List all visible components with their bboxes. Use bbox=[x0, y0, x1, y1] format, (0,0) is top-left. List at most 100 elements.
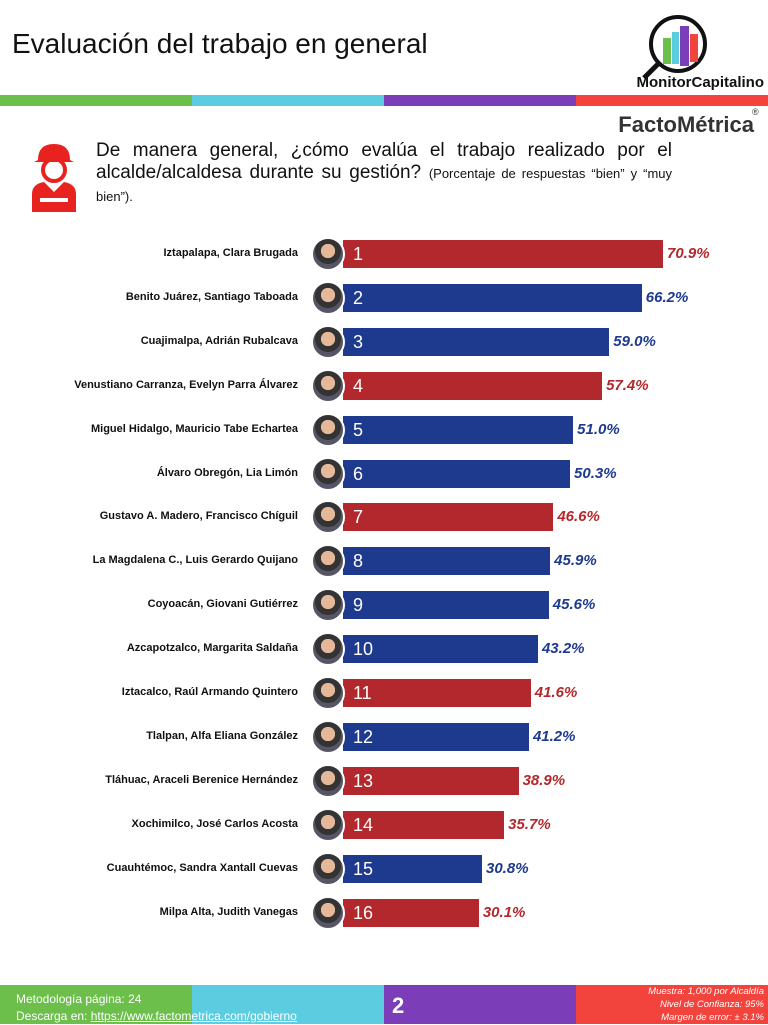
value-label: 66.2% bbox=[645, 288, 689, 306]
portrait-photo bbox=[311, 544, 345, 579]
value-label: 45.6% bbox=[552, 596, 596, 614]
bar bbox=[343, 898, 479, 927]
page-title: Evaluación del trabajo en general bbox=[12, 28, 428, 59]
question-text: De manera general, ¿cómo evalúa el traba… bbox=[96, 140, 672, 208]
rank-label: 10 bbox=[353, 639, 374, 660]
portrait-photo bbox=[311, 237, 345, 271]
portrait-photo bbox=[311, 324, 345, 359]
chart-row: Milpa Alta, Judith Vanegas 16 30.1% bbox=[0, 895, 768, 930]
registered-mark: ® bbox=[752, 107, 759, 117]
rank-label: 2 bbox=[353, 287, 364, 308]
bar bbox=[343, 459, 571, 488]
bar bbox=[343, 415, 574, 444]
chart-row: Xochimilco, José Carlos Acosta 14 35.7% bbox=[0, 807, 768, 842]
rank-label: 14 bbox=[353, 814, 374, 835]
value-label: 35.7% bbox=[508, 815, 551, 833]
footer-info: Metodología página: 24 Descarga en: http… bbox=[16, 991, 376, 1025]
portrait-photo bbox=[311, 500, 345, 535]
rank-label: 3 bbox=[353, 331, 364, 352]
value-label: 41.2% bbox=[532, 727, 576, 745]
bar bbox=[343, 591, 549, 620]
chart-row: La Magdalena C., Luis Gerardo Quijano 8 … bbox=[0, 544, 768, 579]
value-label: 50.3% bbox=[574, 464, 617, 482]
rank-label: 8 bbox=[353, 551, 364, 572]
chart-row: Cuajimalpa, Adrián Rubalcava 3 59.0% bbox=[0, 324, 768, 359]
portrait-photo bbox=[311, 456, 345, 491]
category-label: Xochimilco, José Carlos Acosta bbox=[131, 817, 298, 830]
chart-row: Cuauhtémoc, Sandra Xantall Cuevas 15 30.… bbox=[0, 851, 768, 886]
portrait-photo bbox=[311, 280, 345, 315]
category-label: Miguel Hidalgo, Mauricio Tabe Echartea bbox=[90, 422, 298, 435]
chart-row: Tlalpan, Alfa Eliana González 12 41.2% bbox=[0, 719, 768, 754]
portrait-photo bbox=[311, 368, 345, 403]
portrait-photo bbox=[311, 632, 345, 667]
footer: Metodología página: 24 Descarga en: http… bbox=[0, 985, 768, 1024]
rank-label: 16 bbox=[353, 902, 374, 923]
category-label: Álvaro Obregón, Lia Limón bbox=[156, 466, 298, 479]
rank-label: 12 bbox=[353, 726, 374, 747]
chart-row: Venustiano Carranza, Evelyn Parra Álvare… bbox=[0, 368, 768, 403]
bar bbox=[343, 766, 519, 795]
bar bbox=[343, 635, 538, 664]
bar bbox=[343, 679, 531, 707]
portrait-photo bbox=[311, 676, 345, 710]
bar bbox=[343, 371, 603, 400]
portrait-photo bbox=[311, 895, 345, 930]
rank-label: 15 bbox=[353, 858, 374, 879]
value-label: 51.0% bbox=[577, 420, 620, 438]
category-label: Iztacalco, Raúl Armando Quintero bbox=[121, 686, 298, 698]
value-label: 30.1% bbox=[482, 903, 526, 921]
category-label: Tlalpan, Alfa Eliana González bbox=[146, 729, 298, 742]
chart-row: Gustavo A. Madero, Francisco Chíguil 7 4… bbox=[0, 500, 768, 535]
color-stripe bbox=[0, 95, 768, 106]
download-link[interactable]: https://www.factometrica.com/gobierno bbox=[90, 1009, 297, 1023]
rank-label: 9 bbox=[353, 595, 364, 616]
category-label: Coyoacán, Giovani Gutiérrez bbox=[147, 598, 298, 611]
chart-row: Miguel Hidalgo, Mauricio Tabe Echartea 5… bbox=[0, 412, 768, 447]
page-number: 2 bbox=[392, 993, 405, 1018]
survey-info: Muestra: 1,000 por Alcaldía Nivel de Con… bbox=[580, 985, 764, 1024]
download-label: Descarga en: bbox=[16, 1009, 91, 1023]
value-label: 57.4% bbox=[606, 376, 649, 394]
value-label: 43.2% bbox=[541, 640, 585, 658]
chart-row: Coyoacán, Giovani Gutiérrez 9 45.6% bbox=[0, 588, 768, 623]
question-note: (Porcentaje de respuestas “bien” y “muy … bbox=[96, 166, 673, 204]
bar bbox=[343, 854, 482, 883]
portrait-photo bbox=[311, 807, 345, 842]
category-label: Venustiano Carranza, Evelyn Parra Álvare… bbox=[74, 378, 298, 391]
category-label: Benito Juárez, Santiago Taboada bbox=[125, 290, 298, 303]
bar bbox=[343, 283, 642, 312]
monitor-capitalino-brand: MonitorCapitalino bbox=[636, 74, 765, 91]
value-label: 30.8% bbox=[486, 859, 529, 877]
confidence-text: Nivel de Confianza: 95% bbox=[659, 999, 764, 1010]
bar bbox=[343, 722, 529, 751]
bar bbox=[343, 240, 663, 268]
value-label: 46.6% bbox=[557, 508, 600, 526]
rank-label: 6 bbox=[353, 463, 364, 484]
monitor-capitalino-logo bbox=[642, 15, 707, 80]
value-label: 38.9% bbox=[522, 771, 566, 789]
chart-row: Tláhuac, Araceli Berenice Hernández 13 3… bbox=[0, 763, 768, 798]
category-label: Milpa Alta, Judith Vanegas bbox=[159, 905, 298, 918]
rank-label: 4 bbox=[353, 375, 364, 396]
bar bbox=[343, 327, 610, 356]
chart-row: Azcapotzalco, Margarita Saldaña 10 43.2% bbox=[0, 632, 768, 667]
value-label: 45.9% bbox=[554, 552, 597, 570]
methodology-text: Metodología página: 24 bbox=[16, 992, 142, 1006]
chart-row: Iztacalco, Raúl Armando Quintero 11 41.6… bbox=[0, 676, 768, 710]
portrait-photo bbox=[311, 719, 345, 754]
bar bbox=[343, 810, 505, 839]
chart-row: Iztapalapa, Clara Brugada 1 70.9% bbox=[0, 237, 768, 271]
category-label: Azcapotzalco, Margarita Saldaña bbox=[126, 642, 298, 655]
portrait-photo bbox=[311, 763, 345, 798]
error-text: Margen de error: ± 3.1% bbox=[661, 1012, 764, 1023]
category-label: Gustavo A. Madero, Francisco Chíguil bbox=[99, 510, 298, 523]
rank-label: 5 bbox=[353, 419, 364, 440]
bar bbox=[343, 547, 551, 576]
worker-icon bbox=[32, 144, 76, 212]
question-main: De manera general, ¿cómo evalúa el traba… bbox=[96, 140, 672, 183]
rank-label: 1 bbox=[353, 244, 364, 264]
rank-label: 13 bbox=[353, 770, 374, 791]
portrait-photo bbox=[311, 412, 345, 447]
chart-row: Álvaro Obregón, Lia Limón 6 50.3% bbox=[0, 456, 768, 491]
